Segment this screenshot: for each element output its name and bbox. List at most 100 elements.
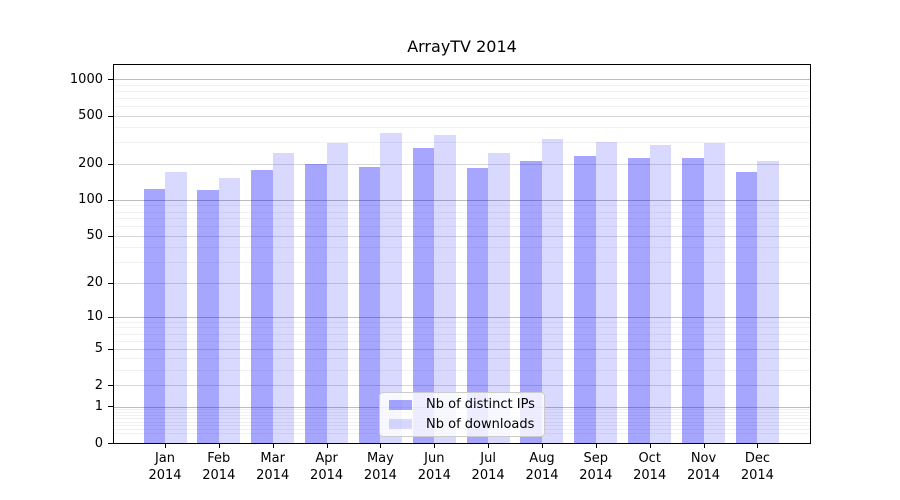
y-tick-label: 1 (94, 399, 103, 414)
bar-jan-downloads (165, 171, 187, 443)
x-tick-month: Apr (315, 451, 338, 466)
x-tick-year: 2014 (525, 468, 559, 483)
y-tick-mark (108, 406, 113, 407)
x-tick-month: Aug (529, 451, 555, 466)
x-tick-label-sep: Sep 2014 (564, 450, 628, 484)
y-tick-label: 5 (94, 341, 103, 357)
minor-gridline (114, 90, 810, 92)
y-tick-mark (108, 116, 113, 117)
x-tick-mark (596, 444, 597, 448)
x-tick-year: 2014 (579, 468, 613, 483)
plot-area (113, 64, 811, 444)
x-tick-month: Nov (690, 451, 717, 466)
x-tick-month: May (366, 451, 394, 466)
x-tick-mark (488, 444, 489, 448)
bar-apr-downloads (326, 143, 349, 443)
x-tick-mark (273, 444, 274, 448)
minor-gridline (114, 321, 810, 323)
x-tick-year: 2014 (633, 468, 667, 483)
bar-jun-downloads (434, 134, 456, 443)
x-tick-year: 2014 (256, 468, 290, 483)
y-tick-mark (108, 349, 113, 350)
mid-gridline (114, 385, 810, 387)
x-tick-label-feb: Feb 2014 (187, 450, 251, 484)
minor-gridline (114, 211, 810, 213)
bar-dec-distinct-ips (735, 172, 758, 443)
x-tick-mark (165, 444, 166, 448)
bar-may-distinct-ips (358, 167, 381, 443)
y-tick-label: 2 (94, 377, 103, 393)
x-tick-label-apr: Apr 2014 (295, 450, 359, 484)
bar-nov-distinct-ips (682, 158, 704, 443)
x-tick-mark (219, 444, 220, 448)
chart-title: ArrayTV 2014 (407, 37, 517, 56)
legend-item-distinct-ips: Nb of distinct IPs (389, 396, 535, 414)
x-tick-year: 2014 (310, 468, 344, 483)
x-tick-month: Sep (583, 451, 609, 466)
y-tick-label: 20 (86, 275, 103, 291)
y-tick-mark (108, 443, 113, 444)
x-tick-label-jan: Jan 2014 (133, 450, 197, 484)
bar-mar-distinct-ips (251, 170, 273, 443)
legend-swatch-distinct-ips (389, 399, 412, 410)
minor-gridline (114, 97, 810, 99)
x-tick-month: Jul (480, 451, 496, 466)
y-tick-label: 100 (78, 192, 103, 208)
x-tick-month: Jan (154, 451, 176, 466)
y-tick-label: 50 (86, 228, 103, 244)
x-tick-mark (704, 444, 705, 448)
x-tick-year: 2014 (686, 468, 721, 483)
minor-gridline (114, 262, 810, 264)
x-tick-label-jun: Jun 2014 (402, 450, 466, 484)
mid-gridline (114, 115, 810, 117)
bar-dec-downloads (757, 160, 779, 443)
x-tick-year: 2014 (740, 468, 774, 483)
x-tick-mark (434, 444, 435, 448)
bar-feb-downloads (218, 178, 241, 443)
x-tick-label-aug: Aug 2014 (510, 450, 574, 484)
y-tick-mark (108, 317, 113, 318)
bar-jul-downloads (488, 152, 510, 443)
legend-label-downloads: Nb of downloads (426, 416, 535, 432)
x-tick-mark (327, 444, 328, 448)
minor-gridline (114, 218, 810, 220)
bar-may-downloads (380, 132, 402, 443)
legend-swatch-downloads (389, 419, 412, 430)
bar-aug-downloads (541, 139, 564, 443)
legend-label-distinct-ips: Nb of distinct IPs (426, 397, 535, 413)
x-tick-month: Dec (744, 451, 770, 466)
x-tick-label-mar: Mar 2014 (241, 450, 305, 484)
bar-nov-downloads (703, 142, 725, 443)
minor-gridline (114, 247, 810, 249)
y-tick-mark (108, 79, 113, 80)
y-tick-label: 0 (94, 435, 103, 451)
bar-oct-downloads (649, 145, 672, 443)
minor-gridline (114, 340, 810, 342)
x-tick-mark (757, 444, 758, 448)
x-tick-label-jul: Jul 2014 (456, 450, 520, 484)
y-tick-mark (108, 164, 113, 165)
mid-gridline (114, 163, 810, 165)
x-tick-year: 2014 (417, 468, 451, 483)
minor-gridline (114, 205, 810, 207)
bar-sep-downloads (595, 141, 618, 443)
y-tick-mark (108, 385, 113, 386)
bar-jan-distinct-ips (143, 188, 165, 443)
minor-gridline (114, 333, 810, 335)
major-gridline (114, 79, 810, 80)
legend: Nb of distinct IPs Nb of downloads (379, 392, 545, 437)
bar-jun-distinct-ips (412, 147, 435, 443)
y-tick-mark (108, 200, 113, 201)
y-tick-mark (108, 236, 113, 237)
x-tick-year: 2014 (471, 468, 505, 483)
mid-gridline (114, 235, 810, 237)
x-tick-month: Jun (424, 451, 445, 466)
x-tick-month: Oct (638, 451, 661, 466)
minor-gridline (114, 370, 810, 371)
bar-feb-distinct-ips (197, 189, 219, 443)
x-tick-year: 2014 (148, 468, 182, 483)
minor-gridline (114, 327, 810, 329)
y-tick-label: 500 (78, 108, 103, 123)
mid-gridline (114, 282, 810, 284)
